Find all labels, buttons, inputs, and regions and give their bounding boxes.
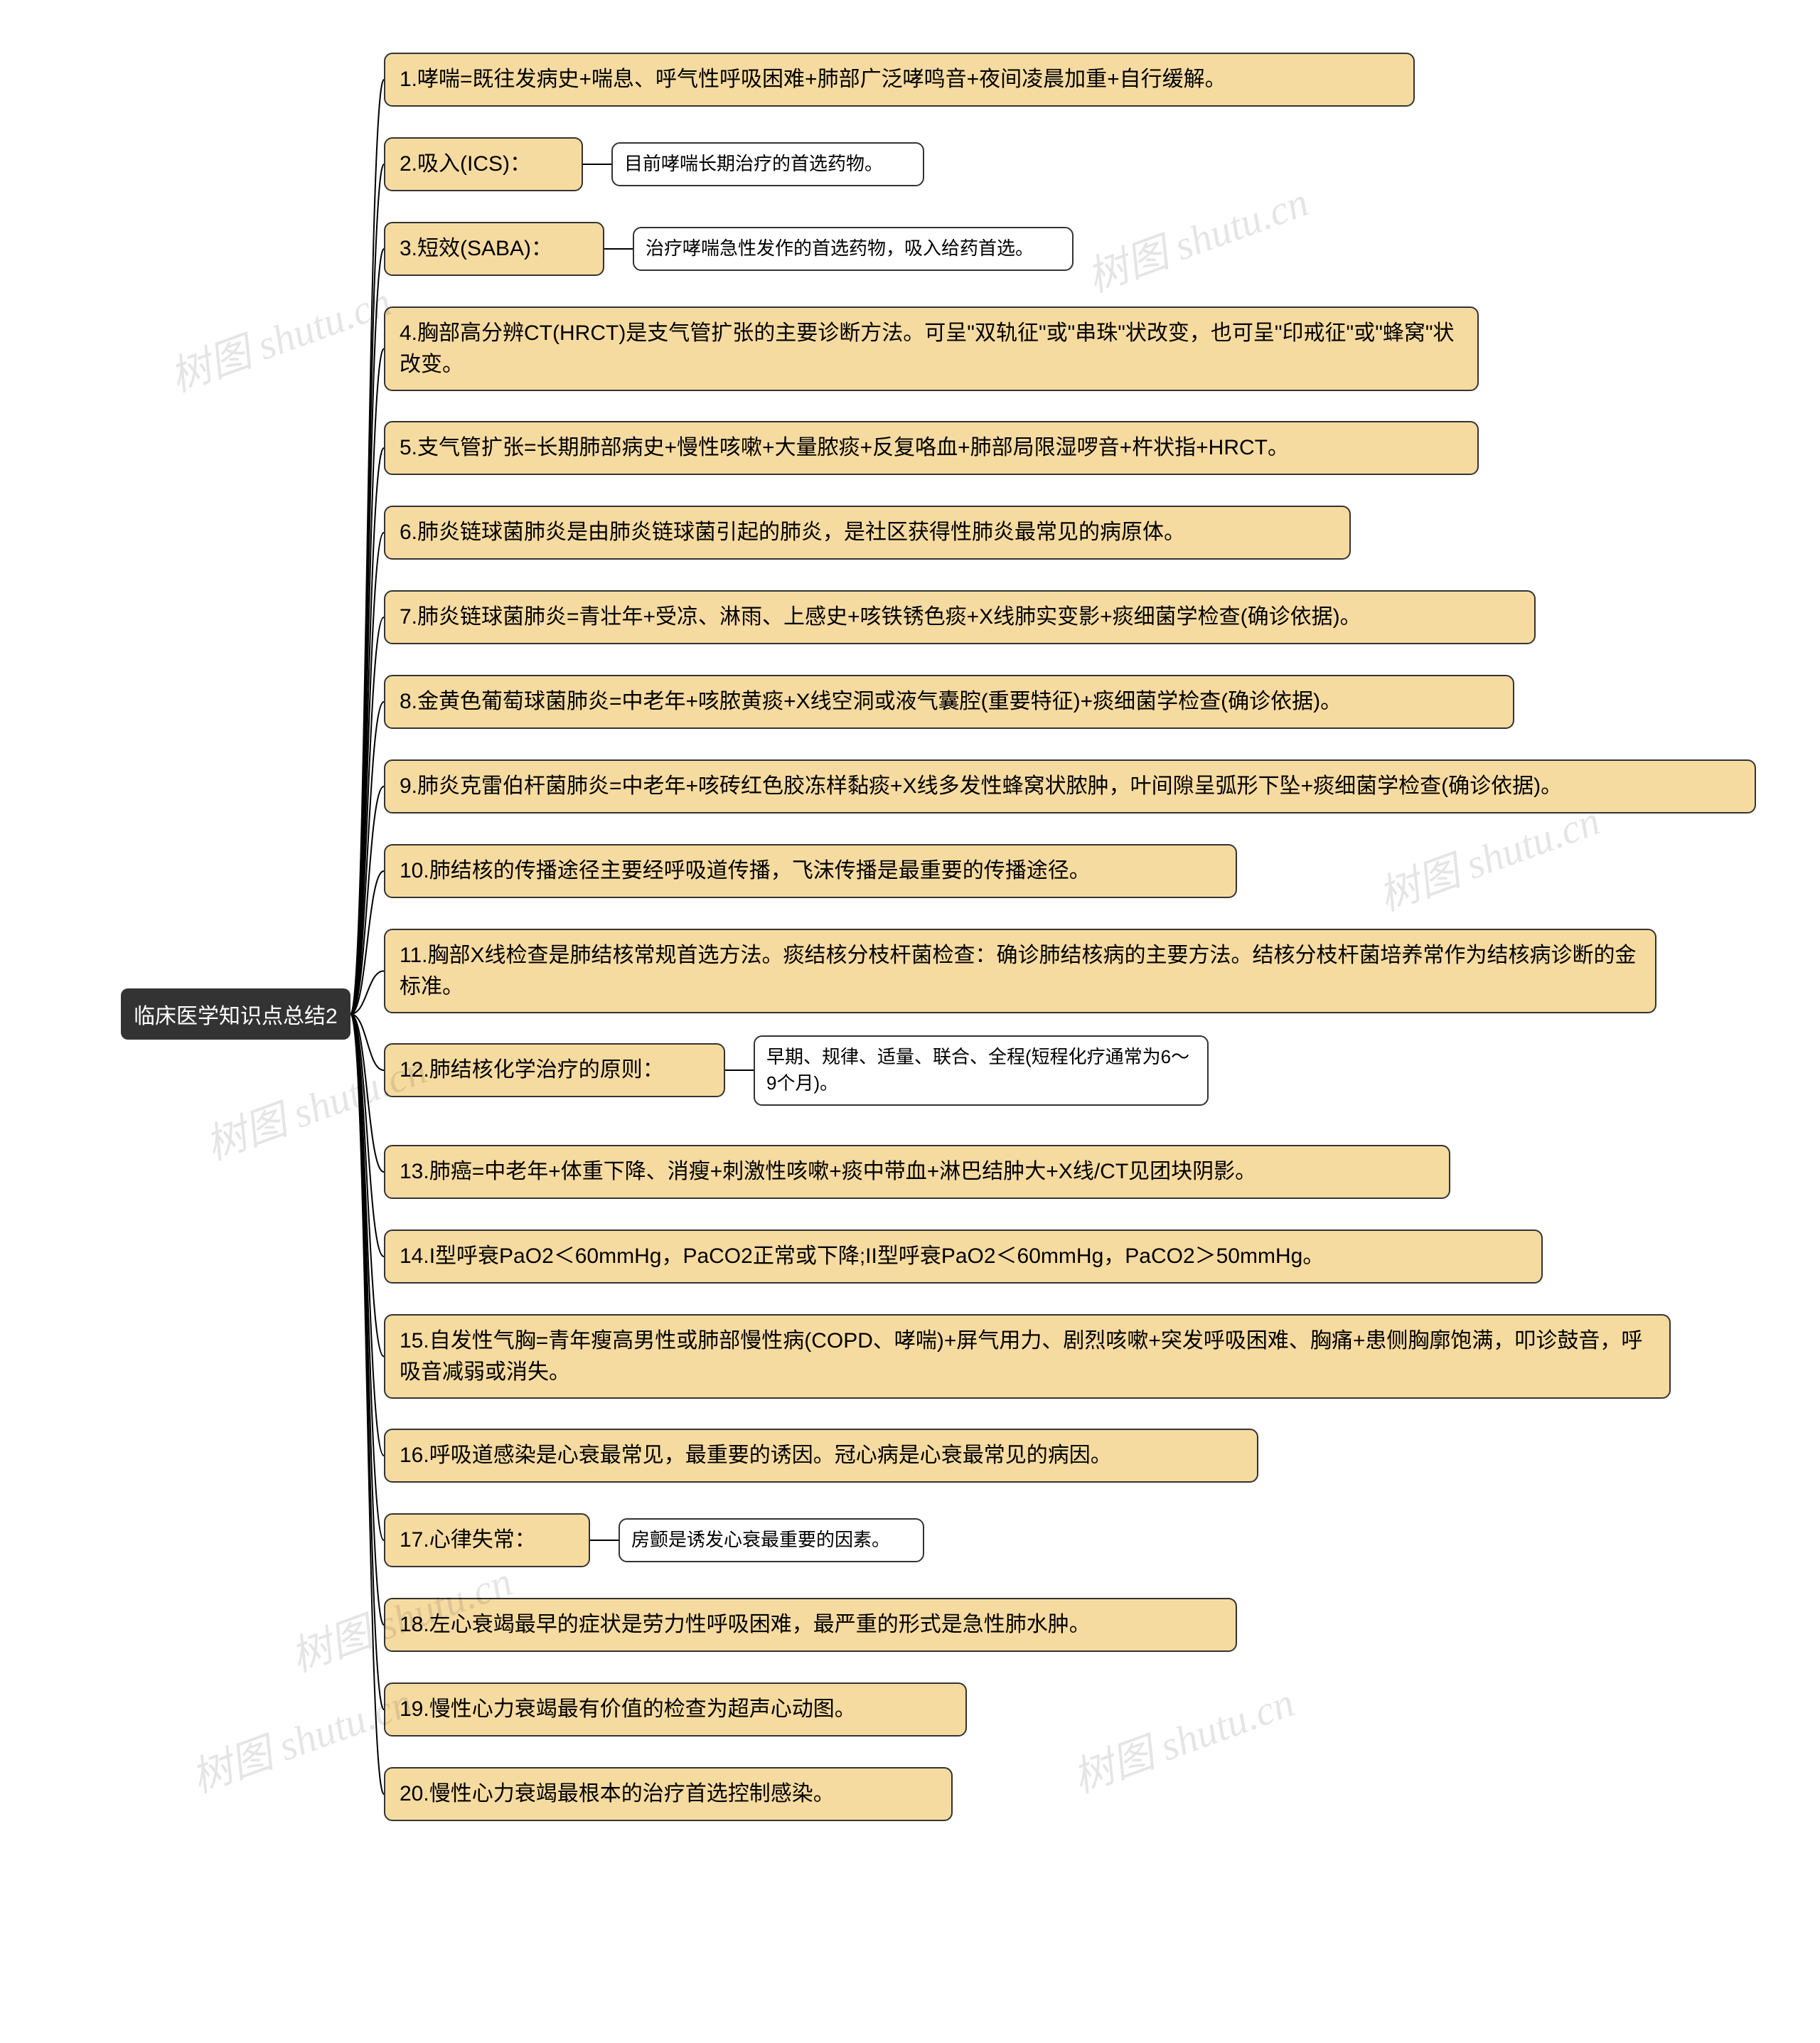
branch-n6[interactable]: 6.肺炎链球菌肺炎是由肺炎链球菌引起的肺炎，是社区获得性肺炎最常见的病原体。 — [384, 506, 1351, 560]
branch-n20[interactable]: 20.慢性心力衰竭最根本的治疗首选控制感染。 — [384, 1767, 953, 1821]
watermark: 树图 shutu.cn — [1077, 169, 1315, 304]
branch-n1[interactable]: 1.哮喘=既往发病史+喘息、呼气性呼吸困难+肺部广泛哮鸣音+夜间凌晨加重+自行缓… — [384, 53, 1415, 107]
branch-n9[interactable]: 9.肺炎克雷伯杆菌肺炎=中老年+咳砖红色胶冻样黏痰+X线多发性蜂窝状脓肿，叶间隙… — [384, 759, 1756, 814]
branch-n2[interactable]: 2.吸入(ICS)： — [384, 137, 583, 191]
root-node[interactable]: 临床医学知识点总结2 — [121, 988, 350, 1040]
branch-n10[interactable]: 10.肺结核的传播途径主要经呼吸道传播，飞沫传播是最重要的传播途径。 — [384, 844, 1237, 898]
branch-n18[interactable]: 18.左心衰竭最早的症状是劳力性呼吸困难，最严重的形式是急性肺水肿。 — [384, 1598, 1237, 1652]
branch-n7[interactable]: 7.肺炎链球菌肺炎=青壮年+受凉、淋雨、上感史+咳铁锈色痰+X线肺实变影+痰细菌… — [384, 590, 1536, 644]
leaf-n17[interactable]: 房颤是诱发心衰最重要的因素。 — [619, 1518, 924, 1562]
leaf-n3[interactable]: 治疗哮喘急性发作的首选药物，吸入给药首选。 — [633, 227, 1074, 271]
branch-n13[interactable]: 13.肺癌=中老年+体重下降、消瘦+刺激性咳嗽+痰中带血+淋巴结肿大+X线/CT… — [384, 1145, 1450, 1199]
branch-n8[interactable]: 8.金黄色葡萄球菌肺炎=中老年+咳脓黄痰+X线空洞或液气囊腔(重要特征)+痰细菌… — [384, 675, 1514, 729]
watermark: 树图 shutu.cn — [1063, 1669, 1301, 1804]
leaf-n2[interactable]: 目前哮喘长期治疗的首选药物。 — [611, 142, 924, 186]
branch-n12[interactable]: 12.肺结核化学治疗的原则： — [384, 1043, 725, 1097]
leaf-n12[interactable]: 早期、规律、适量、联合、全程(短程化疗通常为6～9个月)。 — [754, 1035, 1209, 1106]
branch-n11[interactable]: 11.胸部X线检查是肺结核常规首选方法。痰结核分枝杆菌检查：确诊肺结核病的主要方… — [384, 929, 1656, 1013]
branch-n5[interactable]: 5.支气管扩张=长期肺部病史+慢性咳嗽+大量脓痰+反复咯血+肺部局限湿啰音+杵状… — [384, 421, 1479, 475]
branch-n17[interactable]: 17.心律失常： — [384, 1513, 590, 1567]
branch-n19[interactable]: 19.慢性心力衰竭最有价值的检查为超声心动图。 — [384, 1682, 967, 1737]
branch-n14[interactable]: 14.I型呼衰PaO2＜60mmHg，PaCO2正常或下降;II型呼衰PaO2＜… — [384, 1229, 1543, 1284]
branch-n15[interactable]: 15.自发性气胸=青年瘦高男性或肺部慢性病(COPD、哮喘)+屏气用力、剧烈咳嗽… — [384, 1314, 1671, 1399]
branch-n16[interactable]: 16.呼吸道感染是心衰最常见，最重要的诱因。冠心病是心衰最常见的病因。 — [384, 1429, 1258, 1483]
watermark: 树图 shutu.cn — [160, 268, 398, 403]
branch-n3[interactable]: 3.短效(SABA)： — [384, 222, 604, 276]
branch-n4[interactable]: 4.胸部高分辨CT(HRCT)是支气管扩张的主要诊断方法。可呈"双轨征"或"串珠… — [384, 306, 1479, 391]
